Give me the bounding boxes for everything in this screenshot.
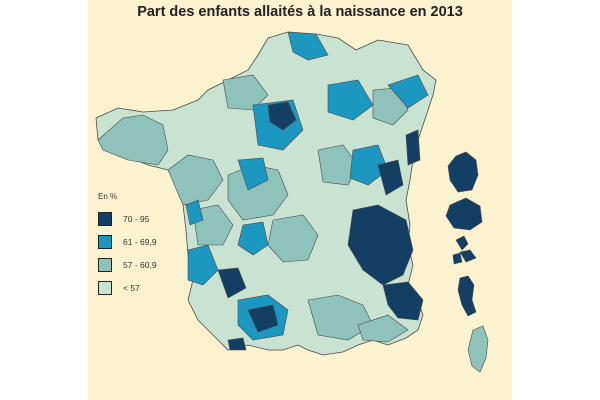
legend-label: 70 - 95: [123, 213, 150, 224]
region-gironde: [187, 244, 219, 286]
region-poitou: [192, 204, 234, 246]
region-provence: [357, 314, 409, 343]
region-alsace-north: [387, 74, 429, 109]
region-pyrenees: [247, 304, 279, 333]
legend-item-70-95: 70 - 95: [98, 210, 208, 227]
map-legend: En % 70 - 95 61 - 69,9 57 - 60,9 < 57: [98, 192, 208, 302]
guyane-shape: [452, 235, 477, 265]
region-nord: [287, 31, 329, 61]
legend-label: < 57: [123, 282, 140, 293]
region-alsace: [405, 129, 421, 166]
france-choropleth-map: [95, 31, 489, 373]
map-title: Part des enfants allaités à la naissance…: [137, 4, 463, 20]
legend-item-61-69: 61 - 69,9: [98, 233, 208, 250]
region-franche-comte: [349, 144, 389, 186]
legend-swatch: [98, 257, 112, 272]
legend-swatch: [98, 211, 112, 226]
region-pays-de-loire: [167, 154, 224, 206]
corse-shape: [467, 325, 489, 373]
region-paris: [267, 101, 297, 131]
region-jura: [377, 159, 404, 196]
guadeloupe-shape: [447, 151, 479, 193]
region-limousin: [237, 221, 269, 256]
legend-label: 57 - 60,9: [123, 259, 157, 270]
region-aquitaine-east: [217, 267, 247, 299]
region-normandie: [222, 74, 269, 111]
legend-unit: En %: [98, 192, 118, 201]
legend-item-under-57: < 57: [98, 279, 208, 296]
regions-70-95: [217, 101, 424, 351]
region-bretagne: [97, 114, 169, 166]
region-pyrenees-west: [227, 337, 247, 351]
region-centre-east: [237, 157, 269, 191]
region-champagne: [327, 79, 374, 121]
legend-item-57-60: 57 - 60,9: [98, 256, 208, 273]
region-paca: [382, 281, 424, 321]
regions-57-60: [97, 74, 409, 343]
martinique-shape: [445, 197, 483, 231]
region-vendee: [185, 199, 204, 226]
region-rhone-alpes: [347, 204, 414, 286]
legend-swatch: [98, 234, 112, 249]
legend-label: 61 - 69,9: [123, 236, 157, 247]
map-panel: Part des enfants allaités à la naissance…: [88, 0, 512, 400]
legend-swatch: [98, 280, 112, 295]
reunion-shape: [457, 275, 477, 317]
